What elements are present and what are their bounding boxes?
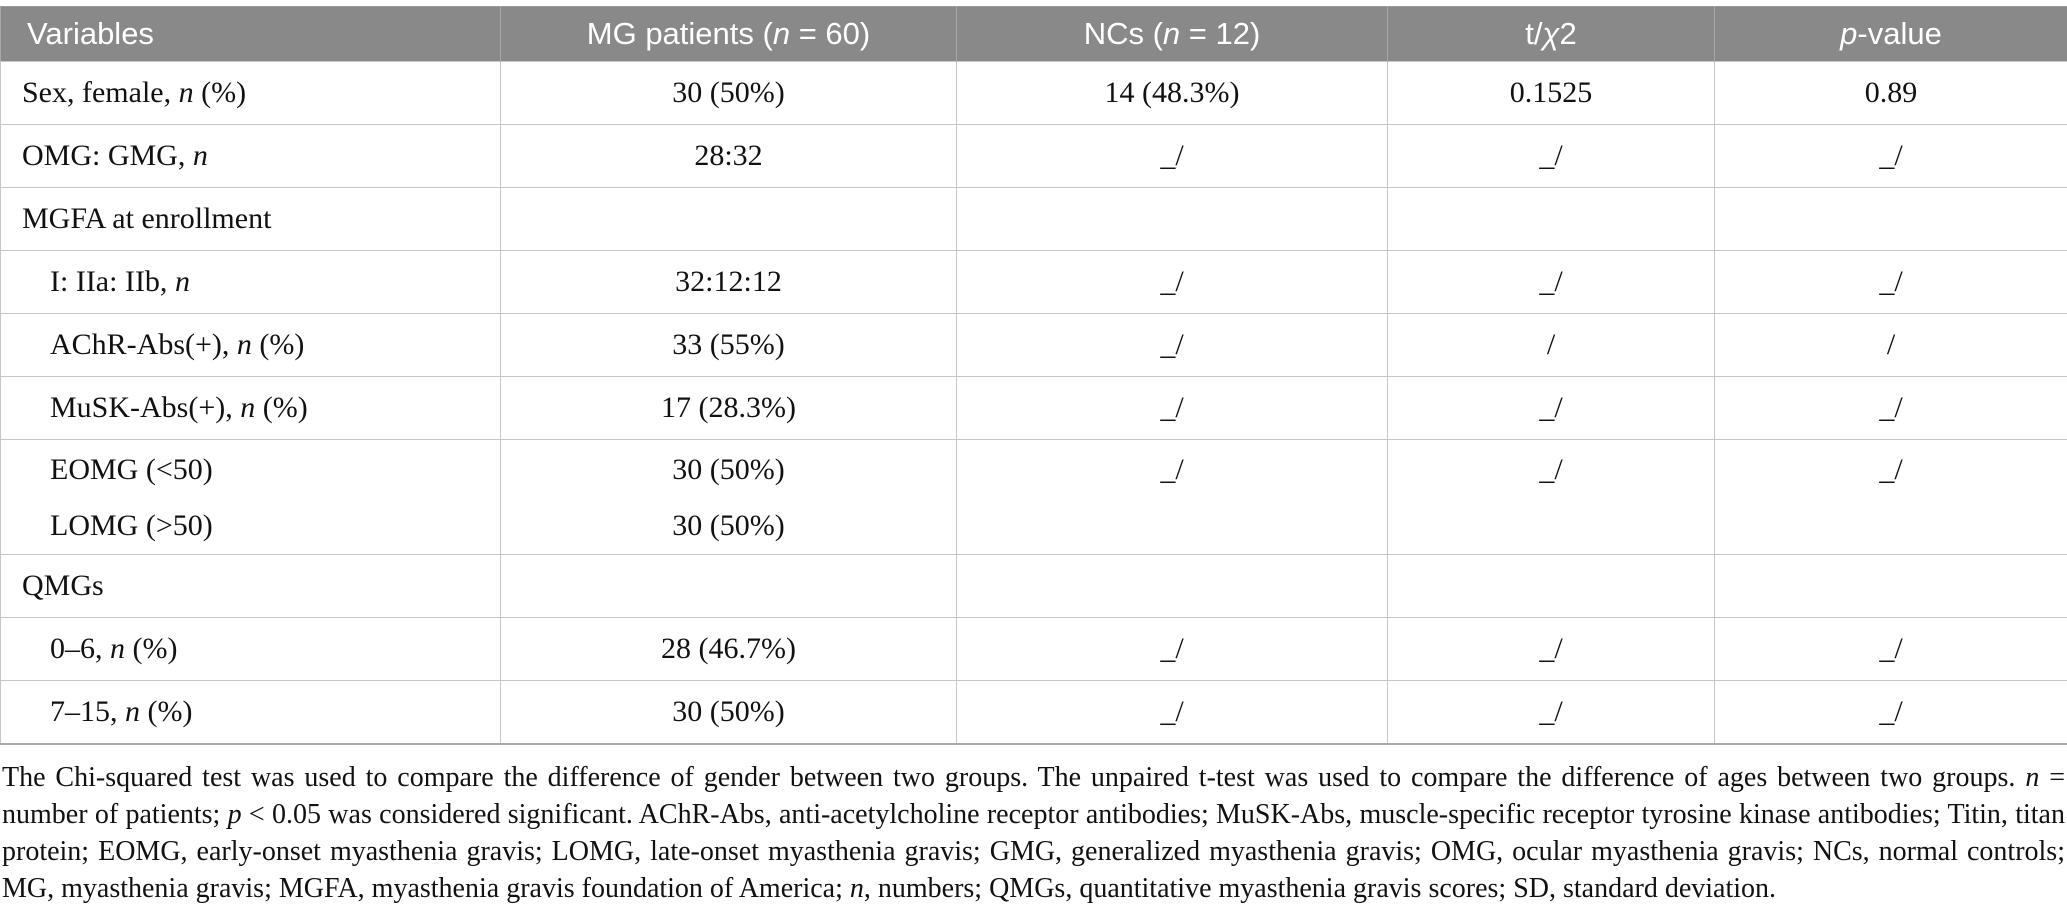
table-row: MGFA at enrollment bbox=[1, 188, 2067, 251]
cell-t-chi2: _/ bbox=[1388, 681, 1715, 745]
row-label-cell: OMG: GMG, n bbox=[1, 125, 501, 188]
cell-p-value bbox=[1715, 555, 2067, 618]
cell-ncs: _/ bbox=[957, 618, 1388, 681]
cell-mg-patients: 33 (55%) bbox=[501, 314, 957, 377]
cell-ncs: _/ bbox=[957, 125, 1388, 188]
cell-mg-patients: 30 (50%) bbox=[501, 681, 957, 745]
cell-mg-patients: 30 (50%) bbox=[501, 62, 957, 125]
column-header-p-value: p-value bbox=[1715, 7, 2067, 62]
table-row: QMGs bbox=[1, 555, 2067, 618]
cell-p-value: 0.89 bbox=[1715, 62, 2067, 125]
column-header-ncs: NCs (n = 12) bbox=[957, 7, 1388, 62]
cell-ncs: _/ bbox=[957, 440, 1388, 555]
table-row: Sex, female, n (%)30 (50%)14 (48.3%)0.15… bbox=[1, 62, 2067, 125]
cell-p-value: _/ bbox=[1715, 618, 2067, 681]
table-footnote: The Chi-squared test was used to compare… bbox=[0, 759, 2067, 907]
table-row: 0–6, n (%)28 (46.7%)_/_/_/ bbox=[1, 618, 2067, 681]
row-label-cell: AChR-Abs(+), n (%) bbox=[1, 314, 501, 377]
cell-mg-patients: 32:12:12 bbox=[501, 251, 957, 314]
cell-p-value: _/ bbox=[1715, 440, 2067, 555]
cell-mg-patients bbox=[501, 188, 957, 251]
cell-p-value: _/ bbox=[1715, 125, 2067, 188]
row-label-cell: MuSK-Abs(+), n (%) bbox=[1, 377, 501, 440]
cell-p-value: _/ bbox=[1715, 681, 2067, 745]
cell-mg-patients: 17 (28.3%) bbox=[501, 377, 957, 440]
row-label-cell: QMGs bbox=[1, 555, 501, 618]
table-row: MuSK-Abs(+), n (%)17 (28.3%)_/_/_/ bbox=[1, 377, 2067, 440]
cell-ncs: _/ bbox=[957, 681, 1388, 745]
cell-p-value bbox=[1715, 188, 2067, 251]
cell-t-chi2 bbox=[1388, 188, 1715, 251]
cell-t-chi2: _/ bbox=[1388, 618, 1715, 681]
column-header-mg-patients: MG patients (n = 60) bbox=[501, 7, 957, 62]
table-row: 7–15, n (%)30 (50%)_/_/_/ bbox=[1, 681, 2067, 745]
row-label-cell: I: IIa: IIb, n bbox=[1, 251, 501, 314]
cell-p-value: _/ bbox=[1715, 377, 2067, 440]
cell-t-chi2: / bbox=[1388, 314, 1715, 377]
cell-ncs: _/ bbox=[957, 314, 1388, 377]
cell-t-chi2: 0.1525 bbox=[1388, 62, 1715, 125]
row-label-cell: MGFA at enrollment bbox=[1, 188, 501, 251]
cell-mg-patients: 28 (46.7%) bbox=[501, 618, 957, 681]
table-body: Sex, female, n (%)30 (50%)14 (48.3%)0.15… bbox=[1, 62, 2067, 745]
row-label-cell: 0–6, n (%) bbox=[1, 618, 501, 681]
cell-t-chi2: _/ bbox=[1388, 440, 1715, 555]
cell-t-chi2: _/ bbox=[1388, 251, 1715, 314]
cell-ncs: _/ bbox=[957, 251, 1388, 314]
cell-mg-patients: 30 (50%)30 (50%) bbox=[501, 440, 957, 555]
table-row: EOMG (<50)LOMG (>50)30 (50%)30 (50%)_/_/… bbox=[1, 440, 2067, 555]
cell-mg-patients: 28:32 bbox=[501, 125, 957, 188]
column-header-variables: Variables bbox=[1, 7, 501, 62]
column-header-t-chi2: t/χ2 bbox=[1388, 7, 1715, 62]
cell-ncs bbox=[957, 555, 1388, 618]
cell-ncs: _/ bbox=[957, 377, 1388, 440]
cell-t-chi2: _/ bbox=[1388, 125, 1715, 188]
cell-ncs bbox=[957, 188, 1388, 251]
cell-t-chi2: _/ bbox=[1388, 377, 1715, 440]
table-row: AChR-Abs(+), n (%)33 (55%)_/// bbox=[1, 314, 2067, 377]
cell-p-value: / bbox=[1715, 314, 2067, 377]
row-label-cell: Sex, female, n (%) bbox=[1, 62, 501, 125]
cell-ncs: 14 (48.3%) bbox=[957, 62, 1388, 125]
row-label-cell: EOMG (<50)LOMG (>50) bbox=[1, 440, 501, 555]
cell-t-chi2 bbox=[1388, 555, 1715, 618]
cell-p-value: _/ bbox=[1715, 251, 2067, 314]
row-label-cell: 7–15, n (%) bbox=[1, 681, 501, 745]
cell-mg-patients bbox=[501, 555, 957, 618]
